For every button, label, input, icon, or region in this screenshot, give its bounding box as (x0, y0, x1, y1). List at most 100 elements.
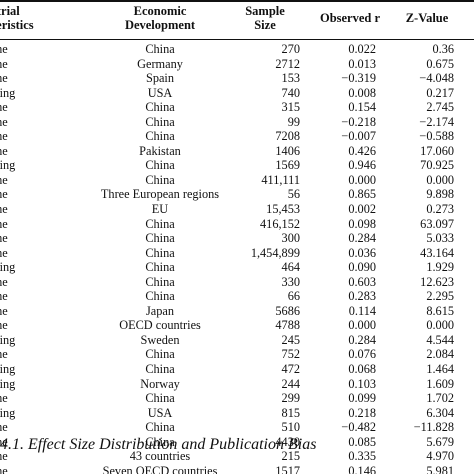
table-row: one China 4430 0.085 5.679 (0, 435, 474, 450)
z-value-cell: 0.000 (426, 172, 454, 187)
sample-size-cell: 4430 (275, 434, 300, 449)
table-row: one Pakistan 1406 0.426 17.060 (0, 144, 474, 159)
sample-size-cell: 1,454,899 (250, 245, 300, 260)
economic-cell: China (145, 231, 175, 246)
characteristic-cell: uting (0, 158, 16, 173)
sample-size-cell: 464 (281, 260, 300, 275)
sample-size-cell: 4788 (275, 318, 300, 333)
z-value-cell: 63.097 (420, 216, 454, 231)
characteristic-cell: one (0, 289, 8, 304)
observed-r-cell: 0.114 (348, 303, 376, 318)
table-body: one China 270 0.022 0.36 one Germany 2712 0.013 0… (0, 42, 474, 474)
observed-r-cell: 0.076 (348, 347, 376, 362)
table-row: one China 99 −0.218 −2.174 (0, 115, 474, 130)
z-value-cell: 1.464 (426, 362, 454, 377)
z-value-cell: −2.174 (419, 114, 454, 129)
sample-size-cell: 66 (287, 289, 300, 304)
economic-cell: Sweden (140, 332, 180, 347)
observed-r-cell: 0.426 (348, 143, 376, 158)
characteristic-cell: one (0, 347, 8, 362)
economic-cell: EU (151, 202, 169, 217)
sample-size-cell: 752 (281, 347, 300, 362)
z-value-cell: 43.164 (420, 245, 454, 260)
z-value-cell: 0.36 (432, 42, 454, 56)
z-value-cell: 5.033 (426, 231, 454, 246)
z-value-cell: 5.981 (426, 463, 454, 474)
table-row: uting Sweden 245 0.284 4.544 (0, 333, 474, 348)
observed-r-cell: 0.218 (348, 405, 376, 420)
observed-r-cell: 0.022 (348, 42, 376, 56)
sample-size-cell: 815 (281, 405, 300, 420)
characteristic-cell: one (0, 143, 8, 158)
economic-cell: China (145, 289, 175, 304)
characteristic-cell: uting (0, 85, 16, 100)
table-row: one China 416,152 0.098 63.097 (0, 217, 474, 232)
sample-size-cell: 300 (281, 231, 300, 246)
economic-cell: China (145, 114, 175, 129)
observed-r-cell: 0.090 (348, 260, 376, 275)
characteristic-cell: one (0, 129, 8, 144)
table-row: one China 1,454,899 0.036 43.164 (0, 246, 474, 261)
header-economic-line1: Economic (133, 4, 187, 18)
characteristic-cell: uting (0, 405, 16, 420)
sample-size-cell: 1406 (275, 143, 300, 158)
table-row: one China 299 0.099 1.702 (0, 391, 474, 406)
economic-cell: China (145, 260, 175, 275)
sample-size-cell: 99 (287, 114, 300, 129)
economic-cell: Pakistan (139, 143, 181, 158)
economic-cell: USA (147, 405, 173, 420)
section-heading: 4.1. Effect Size Distribution and Public… (0, 436, 317, 453)
observed-r-cell: 0.000 (348, 318, 376, 333)
sample-size-cell: 416,152 (260, 216, 300, 231)
economic-cell: China (145, 172, 175, 187)
economic-cell: Seven OECD countries (102, 463, 218, 474)
economic-cell: China (145, 216, 175, 231)
table-row: one China 752 0.076 2.084 (0, 347, 474, 362)
observed-r-cell: −0.218 (341, 114, 376, 129)
observed-r-cell: 0.103 (348, 376, 376, 391)
characteristic-cell: one (0, 42, 8, 56)
sample-size-cell: 472 (281, 362, 300, 377)
sample-size-cell: 5686 (275, 303, 300, 318)
characteristic-cell: uting (0, 332, 16, 347)
z-value-cell: 1.702 (426, 391, 454, 406)
economic-cell: China (145, 245, 175, 260)
economic-cell: Germany (137, 56, 183, 71)
economic-cell: Three European regions (100, 187, 220, 202)
observed-r-cell: 0.865 (348, 187, 376, 202)
header-sample-line2: Size (254, 18, 276, 32)
sample-size-cell: 1517 (275, 463, 300, 474)
table-row: one China 270 0.022 0.36 (0, 42, 474, 57)
characteristic-cell: one (0, 187, 8, 202)
economic-cell: China (145, 158, 175, 173)
z-value-cell: 9.898 (426, 187, 454, 202)
z-value-cell: 0.675 (426, 56, 454, 71)
characteristic-cell: uting (0, 260, 16, 275)
observed-r-cell: 0.154 (348, 100, 376, 115)
characteristic-cell: one (0, 71, 8, 86)
sample-size-cell: 411,111 (261, 172, 300, 187)
observed-r-cell: −0.482 (341, 420, 376, 435)
table-row: uting China 464 0.090 1.929 (0, 260, 474, 275)
characteristic-cell: one (0, 245, 8, 260)
characteristic-cell: one (0, 202, 8, 217)
observed-r-cell: 0.284 (348, 231, 376, 246)
characteristic-cell: one (0, 56, 8, 71)
characteristic-cell: one (0, 420, 8, 435)
characteristic-cell: one (0, 274, 8, 289)
z-value-cell: 4.544 (426, 332, 454, 347)
header-sample-size: Sample Size (235, 4, 295, 32)
economic-cell: USA (147, 85, 173, 100)
characteristic-cell: one (0, 100, 8, 115)
sample-size-cell: 245 (281, 332, 300, 347)
observed-r-cell: 0.099 (348, 391, 376, 406)
observed-r-cell: 0.013 (348, 56, 376, 71)
top-rule (0, 0, 474, 2)
observed-r-cell: 0.002 (348, 202, 376, 217)
z-value-cell: −11.828 (413, 420, 454, 435)
header-characteristics: strial teristics (0, 4, 34, 32)
z-value-cell: −4.048 (419, 71, 454, 86)
table-row: uting USA 740 0.008 0.217 (0, 86, 474, 101)
z-value-cell: 70.925 (420, 158, 454, 173)
header-economic-development: Economic Development (55, 4, 265, 32)
